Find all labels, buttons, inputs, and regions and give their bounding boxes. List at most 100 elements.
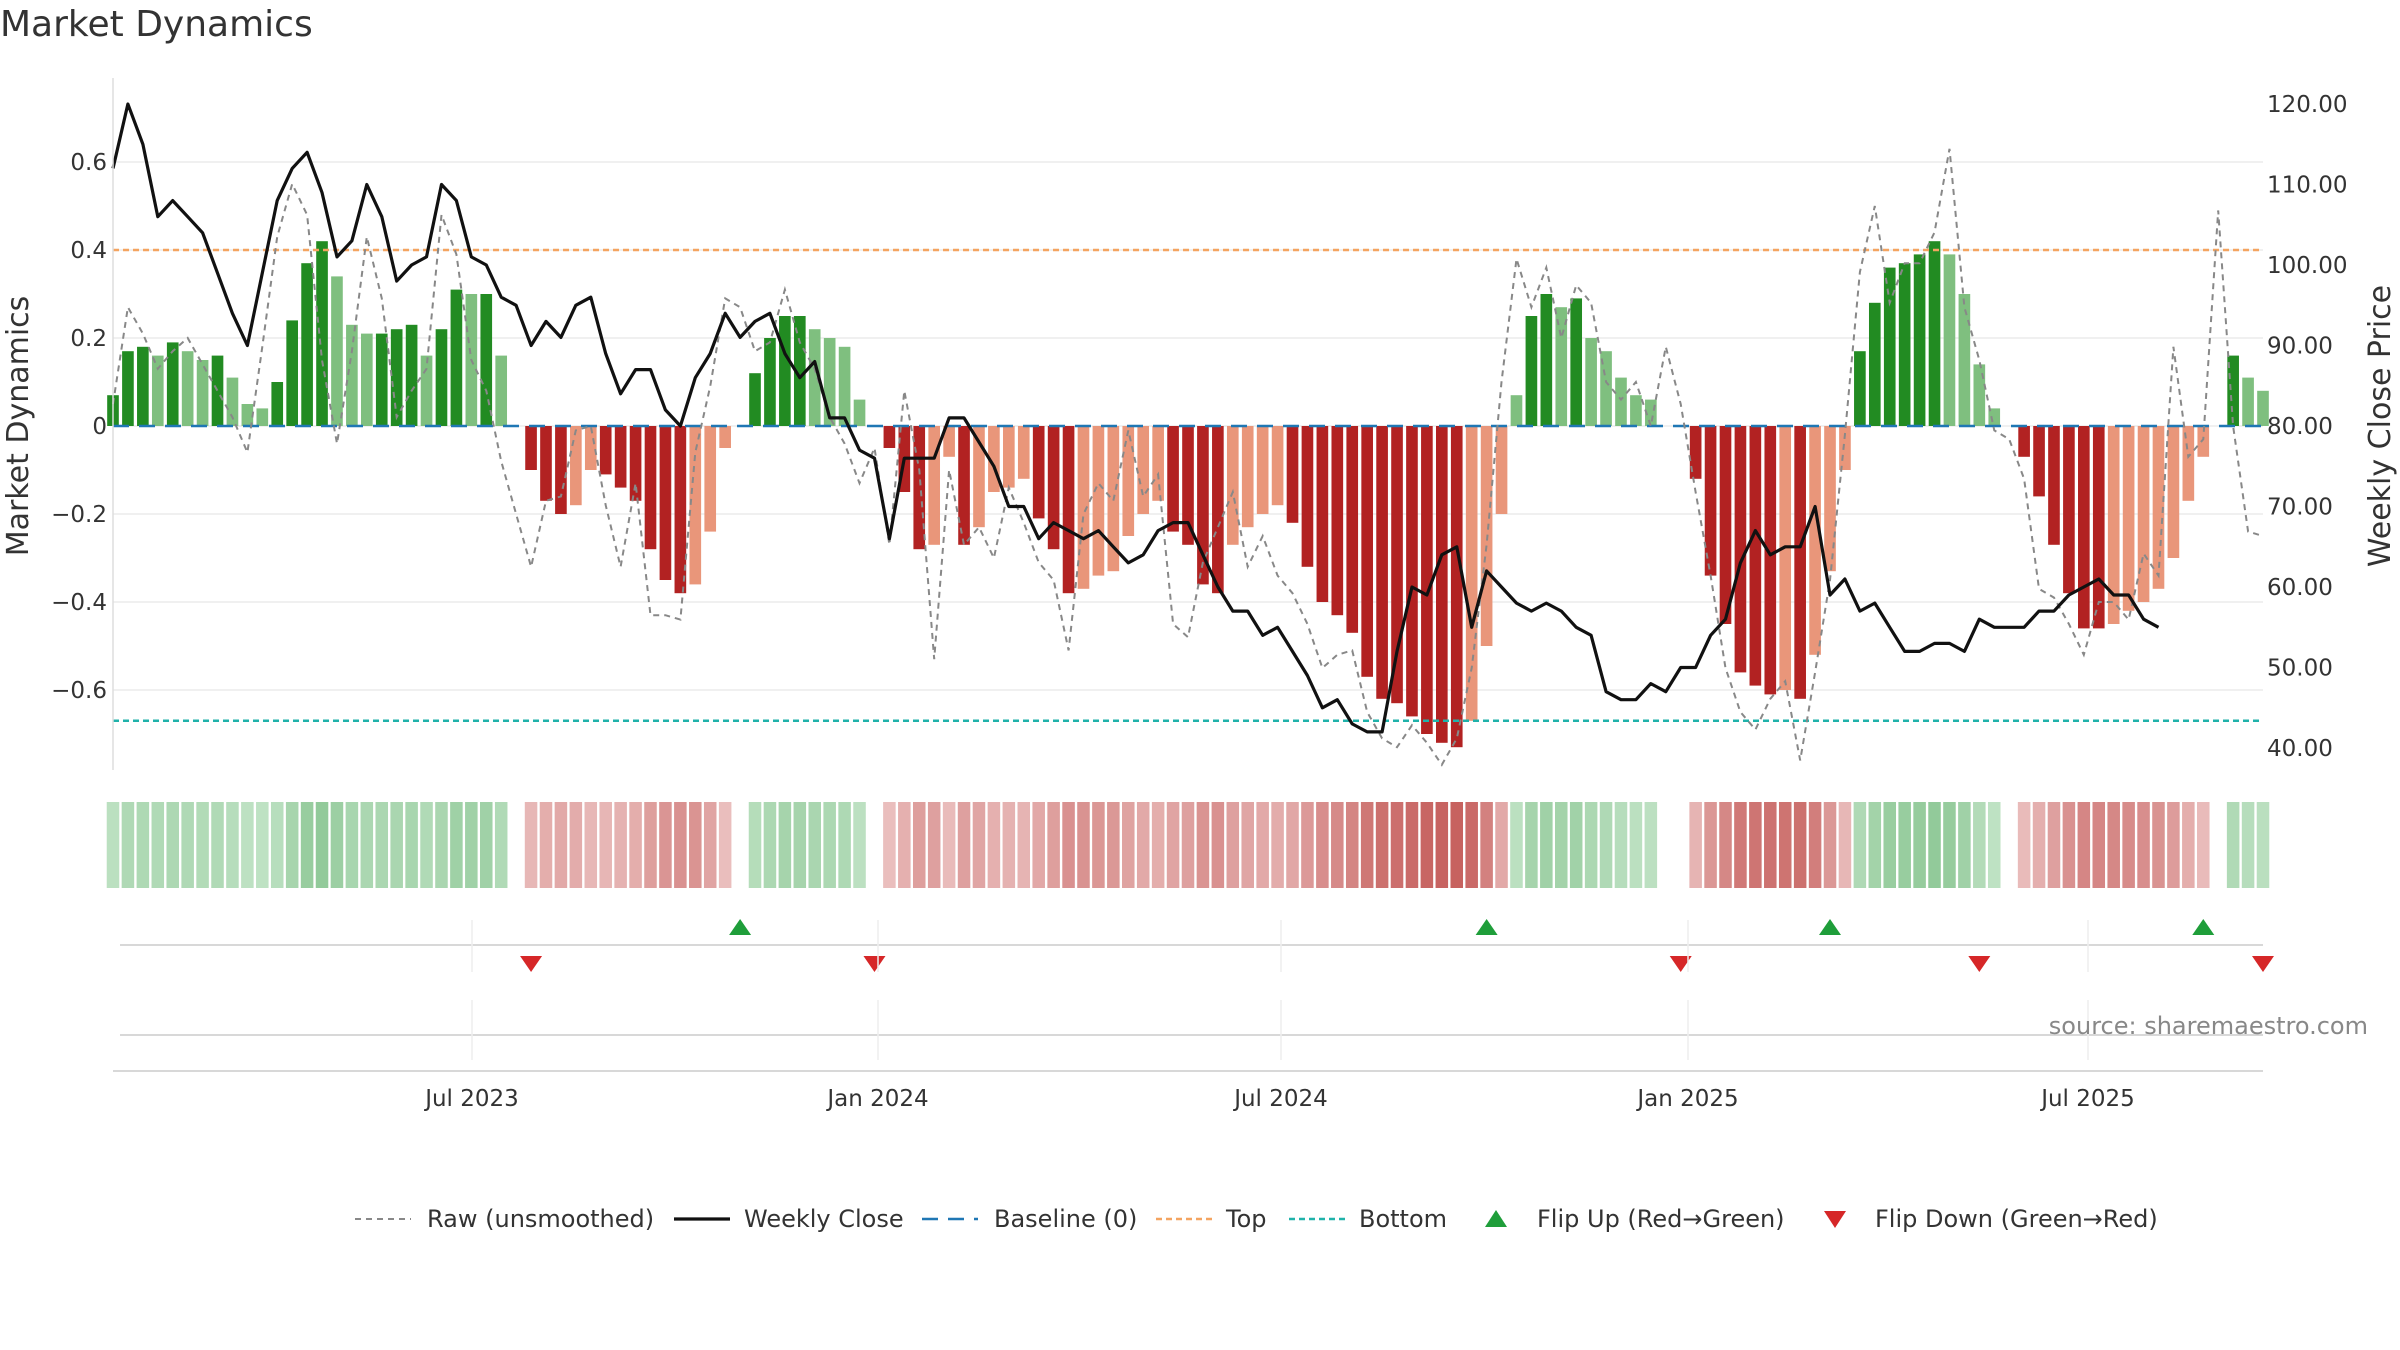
legend-swatch-flip-down: [1824, 1211, 1846, 1228]
dynamics-bar: [137, 346, 149, 426]
strip-cell: [1480, 802, 1493, 888]
strip-cell: [539, 802, 553, 888]
dynamics-bar: [1689, 426, 1702, 479]
dynamics-bar: [629, 426, 642, 501]
flip-up-marker: [1475, 919, 1498, 935]
strip-cell: [2197, 802, 2210, 888]
dynamics-bar: [2152, 426, 2165, 589]
dynamics-bar: [764, 338, 776, 426]
dynamics-bar: [540, 426, 552, 501]
strip-cell: [1271, 802, 1284, 888]
legend-label: Flip Down (Green→Red): [1875, 1205, 2158, 1233]
strip-cell: [1166, 802, 1180, 888]
strip-cell: [330, 802, 344, 888]
dynamics-bar: [779, 316, 791, 426]
dynamics-bar: [749, 373, 761, 426]
strip-cell: [1898, 802, 1911, 888]
dynamics-bar: [2182, 426, 2195, 501]
strip-cell: [226, 802, 239, 888]
dynamics-bar: [196, 360, 209, 426]
dynamics-bar: [1495, 426, 1508, 514]
dynamics-bar: [1570, 298, 1583, 426]
strip-cell: [748, 802, 762, 888]
dynamics-bar: [1704, 426, 1717, 576]
dynamics-bar: [2048, 426, 2060, 545]
dynamics-bar: [1809, 426, 1821, 655]
strip-cell: [1286, 802, 1299, 888]
strip-cell: [2032, 802, 2046, 888]
left-tick-label: −0.4: [51, 590, 107, 616]
legend: Raw (unsmoothed) Weekly Close Baseline (0)…: [355, 1205, 2158, 1233]
strip-cell: [823, 802, 836, 888]
right-tick-label: 120.00: [2267, 92, 2347, 118]
right-tick-label: 50.00: [2267, 656, 2333, 682]
dynamics-bar: [1928, 241, 1941, 426]
dynamics-bar: [2167, 426, 2180, 558]
left-tick-label: −0.6: [51, 678, 107, 704]
right-tick-label: 100.00: [2267, 253, 2347, 279]
strip-cell: [1256, 802, 1269, 888]
dynamics-bar: [1839, 426, 1851, 470]
x-axis: Jul 2023 Jan 2024 Jul 2024 Jan 2025 Jul 2025: [113, 920, 2263, 1112]
right-tick-label: 70.00: [2267, 495, 2333, 521]
dynamics-bar: [1226, 426, 1239, 545]
dynamics-bar: [1764, 426, 1777, 695]
strip-cell: [300, 802, 314, 888]
strip-cell: [1778, 802, 1792, 888]
dynamics-bar: [1137, 426, 1150, 514]
dynamics-bar: [331, 276, 343, 426]
dynamics-bar: [584, 426, 597, 470]
dynamics-bar: [659, 426, 672, 580]
dynamics-bar: [316, 241, 328, 426]
strip-cell: [2092, 802, 2106, 888]
strip-cell: [838, 802, 851, 888]
strip-cell: [2122, 802, 2135, 888]
strip-cell: [1017, 802, 1031, 888]
strip-cell: [1614, 802, 1628, 888]
dynamics-bar: [1047, 426, 1060, 550]
strip-cell: [390, 802, 403, 888]
strip-cell: [196, 802, 209, 888]
dynamics-bar: [2257, 390, 2269, 426]
flip-down-marker: [520, 956, 543, 972]
right-tick-label: 90.00: [2267, 334, 2333, 360]
dynamics-bar: [2242, 377, 2254, 426]
strip-cell: [1465, 802, 1478, 888]
strip-cell: [1554, 802, 1568, 888]
dynamics-bar: [1510, 395, 1523, 426]
right-tick-label: 80.00: [2267, 414, 2333, 440]
strip-cell: [1122, 802, 1135, 888]
dynamics-bar: [943, 426, 955, 457]
dynamics-bar: [122, 351, 134, 426]
strip-cell: [703, 802, 717, 888]
strip-cell: [1360, 802, 1374, 888]
dynamics-bar: [973, 426, 985, 528]
dynamics-bar: [555, 426, 567, 514]
strip-cell: [106, 802, 120, 888]
strip-cell: [1525, 802, 1538, 888]
dynamics-bar: [1406, 426, 1418, 717]
dynamics-bar: [2033, 426, 2045, 497]
strip-cell: [584, 802, 598, 888]
strip-cell: [1062, 802, 1075, 888]
strip-cell: [1853, 802, 1867, 888]
strip-cell: [793, 802, 807, 888]
dynamics-bar: [1868, 302, 1881, 426]
strip-cell: [599, 802, 612, 888]
strip-cell: [1510, 802, 1523, 888]
dynamics-bar: [1450, 426, 1463, 748]
strip-cell: [569, 802, 583, 888]
strip-cell: [1764, 802, 1777, 888]
dynamics-bar: [1271, 426, 1284, 506]
dynamics-bar: [988, 426, 1000, 492]
dynamics-bar: [360, 333, 373, 426]
regime-strip: [106, 802, 2270, 888]
dynamics-bar: [838, 346, 851, 426]
dynamics-bar: [1958, 294, 1971, 426]
legend-swatch-flip-up: [1485, 1210, 1507, 1227]
strip-cell: [957, 802, 971, 888]
dynamics-bar: [435, 329, 448, 426]
strip-cell: [644, 802, 657, 888]
source-text: source: sharemaestro.com: [2049, 1012, 2368, 1040]
dynamics-bar: [181, 351, 194, 426]
